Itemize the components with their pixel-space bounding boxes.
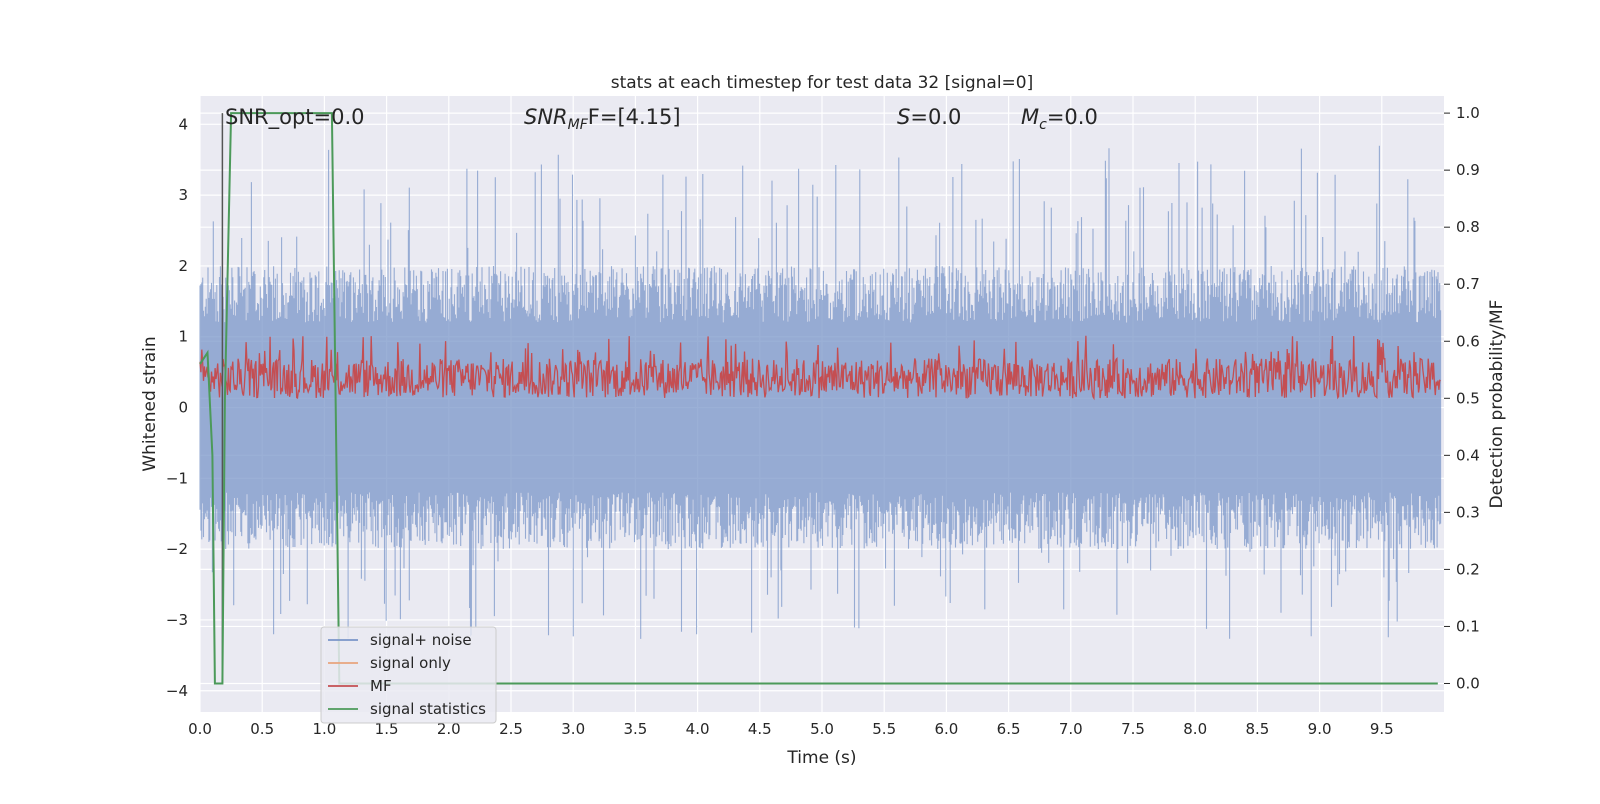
annotation-snr-opt: SNR_opt=0.0 (225, 105, 365, 130)
y2-tick-label: 0.9 (1456, 161, 1480, 179)
y2-axis-label: Detection probability/MF (1487, 300, 1507, 509)
annotation-snr-mf: SNRMFF=[4.15] (524, 105, 681, 133)
y-tick-label: 4 (178, 115, 188, 133)
annotation-snr-mf-symbol: SNR (524, 105, 568, 129)
x-tick-label: 7.0 (1059, 720, 1083, 738)
x-tick-label: 5.0 (810, 720, 834, 738)
x-tick-label: 2.5 (499, 720, 523, 738)
x-tick-label: 1.5 (375, 720, 399, 738)
legend-label-signal-only: signal only (370, 654, 451, 672)
annotation-mc-value: =0.0 (1047, 105, 1098, 129)
y2-tick-label: 1.0 (1456, 104, 1480, 122)
x-tick-label: 4.5 (748, 720, 772, 738)
x-tick-label: 3.0 (561, 720, 585, 738)
chart-title: stats at each timestep for test data 32 … (611, 73, 1034, 93)
x-tick-label: 3.5 (623, 720, 647, 738)
legend-box (320, 626, 497, 724)
y-tick-label: −4 (166, 682, 188, 700)
legend-label-signal-statistics: signal statistics (370, 700, 486, 718)
x-tick-label: 6.0 (934, 720, 958, 738)
x-tick-label: 8.5 (1245, 720, 1269, 738)
y-axis-label: Whitened strain (140, 336, 160, 471)
x-tick-label: 5.5 (872, 720, 896, 738)
y-tick-label: 0 (178, 399, 188, 417)
x-tick-label: 0.5 (250, 720, 274, 738)
y2-tick-label: 0.7 (1456, 275, 1480, 293)
y2-tick-label: 0.5 (1456, 389, 1480, 407)
annotation-mc: Mc=0.0 (1021, 105, 1098, 133)
legend: signal+ noise signal only MF signal stat… (320, 626, 497, 724)
mf-line (199, 335, 1441, 401)
y-tick-label: 3 (178, 186, 188, 204)
legend-label-mf: MF (370, 677, 392, 695)
x-tick-label: 9.0 (1308, 720, 1332, 738)
y2-tick-label: 0.6 (1456, 332, 1480, 350)
x-tick-label: 4.0 (686, 720, 710, 738)
annotation-s-symbol: S (897, 105, 910, 129)
annotation-s: S=0.0 (897, 105, 961, 129)
annotation-snr-mf-subscript: MF (568, 117, 589, 133)
x-axis-label: Time (s) (786, 748, 856, 768)
y-tick-label: −3 (166, 611, 188, 629)
annotation-s-value: =0.0 (910, 105, 961, 129)
annotation-mc-subscript: c (1039, 117, 1047, 133)
y-tick-labels: 4 3 2 1 0 −1 −2 −3 −4 (166, 115, 188, 699)
x-tick-label: 9.5 (1370, 720, 1394, 738)
x-tick-label: 6.5 (997, 720, 1021, 738)
y2-tick-label: 0.3 (1456, 503, 1480, 521)
y2-tick-label: 0.8 (1456, 218, 1480, 236)
x-tick-label: 8.0 (1183, 720, 1207, 738)
x-tick-label: 7.5 (1121, 720, 1145, 738)
y-tick-label: 1 (178, 328, 188, 346)
x-tick-labels: 0.0 0.5 1.0 1.5 2.0 2.5 3.0 3.5 4.0 4.5 5.0 5.5 6.0 6… (188, 720, 1394, 738)
annotation-mc-symbol: M (1021, 105, 1039, 129)
y-tick-label: −2 (166, 540, 188, 558)
annotation-snr-mf-value: F=[4.15] (588, 105, 681, 129)
y2-tick-label: 0.1 (1456, 617, 1480, 635)
y2-tick-labels: 1.0 0.9 0.8 0.7 0.6 0.5 0.4 0.3 0.2 0.1 0.0 (1456, 104, 1480, 692)
y-tick-label: −1 (166, 469, 188, 487)
x-tick-label: 1.0 (312, 720, 336, 738)
legend-label-signal-noise: signal+ noise (370, 631, 472, 649)
x-tick-label: 2.0 (437, 720, 461, 738)
y-tick-label: 2 (178, 257, 188, 275)
x-tick-label: 0.0 (188, 720, 212, 738)
y2-tick-label: 0.2 (1456, 560, 1480, 578)
y2-tick-label: 0.4 (1456, 446, 1480, 464)
y2-tick-label: 0.0 (1456, 674, 1480, 692)
